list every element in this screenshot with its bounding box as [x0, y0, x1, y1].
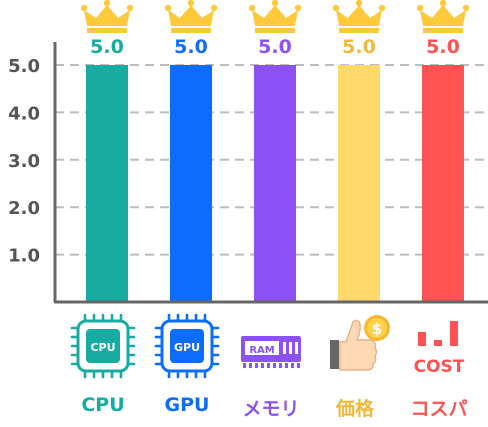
bar: [338, 65, 380, 302]
y-tick-label: 2.0: [8, 198, 40, 219]
ram-icon-text: RAM: [249, 345, 274, 356]
y-tick-label: 4.0: [8, 103, 40, 124]
cpu-icon-text: CPU: [90, 341, 115, 354]
bars: [86, 65, 464, 302]
gpu-icon-text: GPU: [174, 341, 200, 354]
crown-icon: [332, 0, 386, 33]
bar: [254, 65, 296, 302]
thumbs-up-coin-icon: $: [330, 315, 390, 371]
value-label: 5.0: [426, 36, 460, 58]
bar: [422, 65, 464, 302]
bar: [86, 65, 128, 302]
crown-icon: [248, 0, 302, 33]
bar: [170, 65, 212, 302]
category-label: GPU: [164, 394, 210, 416]
y-tick-label: 1.0: [8, 246, 40, 267]
value-label: 5.0: [342, 36, 376, 58]
cost-icon-text: COST: [414, 357, 465, 377]
cost-bars-icon: COST: [414, 321, 465, 377]
y-tick-label: 3.0: [8, 151, 40, 172]
crown-icon: [164, 0, 218, 33]
cpu-chip-icon: CPU: [70, 313, 136, 379]
value-label: 5.0: [90, 36, 124, 58]
coin-icon-text: $: [372, 320, 382, 338]
value-labels: 5.0 5.0 5.0 5.0 5.0: [90, 36, 460, 58]
crown-icon: [80, 0, 134, 33]
y-tick-label: 5.0: [8, 56, 40, 77]
y-axis-ticks: 1.0 2.0 3.0 4.0 5.0: [8, 56, 40, 267]
category-label: コスパ: [410, 398, 468, 420]
value-label: 5.0: [174, 36, 208, 58]
category-label: CPU: [81, 394, 125, 416]
category-label: 価格: [335, 398, 374, 420]
crown-icon: [416, 0, 470, 33]
category-label: メモリ: [242, 398, 300, 420]
gpu-chip-icon: GPU: [154, 313, 220, 379]
crowns: [80, 0, 470, 33]
value-label: 5.0: [258, 36, 292, 58]
ram-module-icon: RAM: [241, 336, 301, 368]
